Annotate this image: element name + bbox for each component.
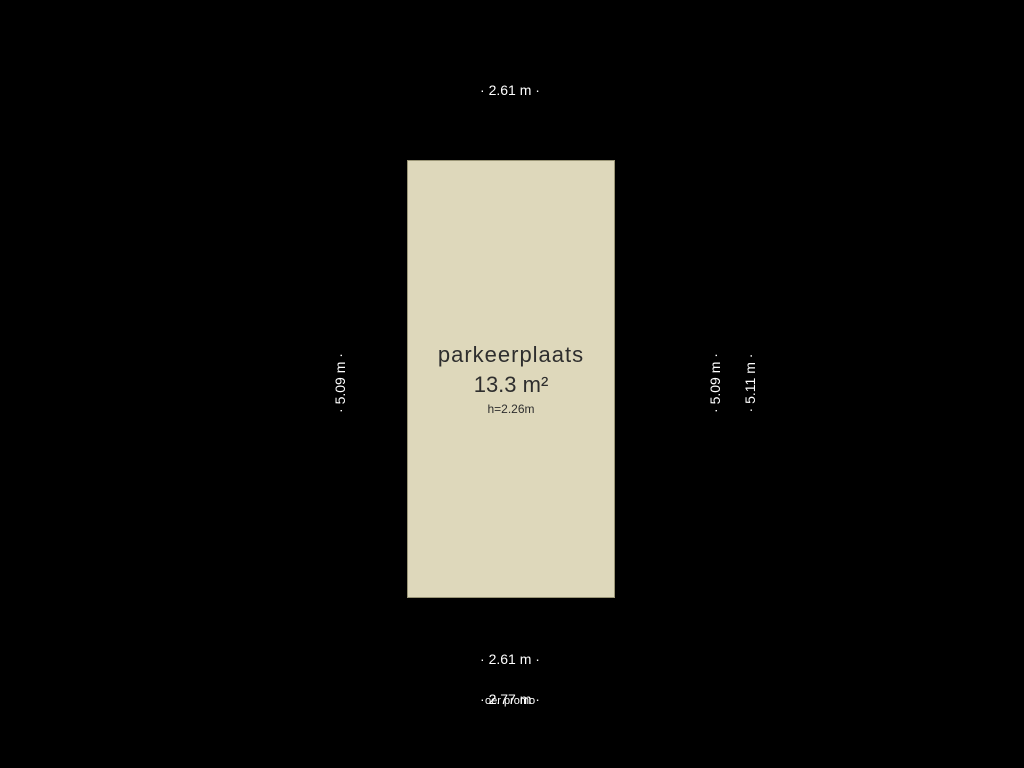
dimension-label: 5.11 m xyxy=(742,354,758,413)
floorplan-room: parkeerplaats 13.3 m² h=2.26m xyxy=(407,160,615,598)
room-name: parkeerplaats xyxy=(438,342,584,368)
dimension-left: 5.09 m xyxy=(332,333,348,433)
dimension-right-inner: 5.09 m xyxy=(707,333,723,433)
dimension-label: 5.09 m xyxy=(707,353,723,413)
room-area: 13.3 m² xyxy=(474,372,549,398)
dimension-label: 5.09 m xyxy=(332,353,348,413)
dimension-right-outer: 5.11 m xyxy=(742,333,758,433)
dimension-top: 2.61 m xyxy=(460,82,560,98)
room-height: h=2.26m xyxy=(487,402,534,416)
dimension-label: 2.61 m xyxy=(480,82,540,98)
attribution-text: oer promo xyxy=(485,695,535,707)
dimension-label: 2.61 m xyxy=(480,651,540,667)
dimension-bottom-inner: 2.61 m xyxy=(460,651,560,667)
